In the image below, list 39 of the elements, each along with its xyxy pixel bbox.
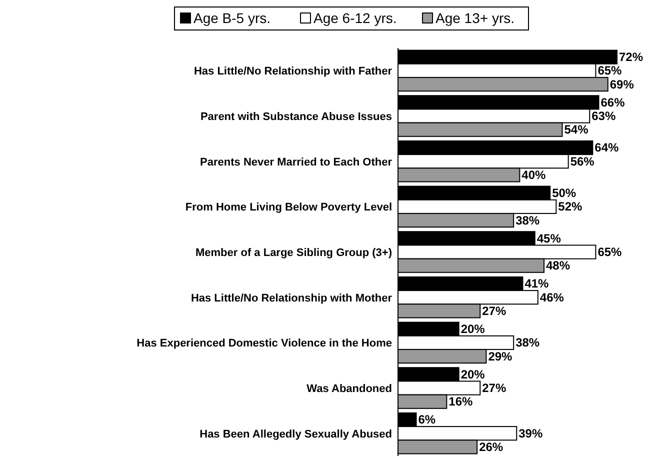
legend-label: Age 13+ yrs. — [436, 10, 514, 26]
data-label: 64% — [594, 140, 620, 155]
y-tick-label: Has Little/No Relationship with Mother — [190, 292, 393, 304]
data-label: 50% — [552, 186, 576, 200]
data-label: 38% — [516, 336, 540, 350]
data-label: 40% — [522, 168, 546, 182]
data-label: 69% — [610, 77, 634, 92]
y-tick-label: Has Been Allegedly Sexually Abused — [200, 428, 392, 440]
legend-label: Age 6-12 yrs. — [314, 10, 397, 26]
y-tick-label: Member of a Large Sibling Group (3+) — [196, 247, 392, 259]
data-label: 45% — [536, 231, 562, 246]
data-label: 27% — [482, 381, 506, 395]
y-tick-label: Was Abandoned — [306, 383, 392, 395]
legend-label: Age B-5 yrs. — [194, 10, 271, 26]
data-label: 54% — [564, 122, 589, 137]
data-label: 56% — [570, 154, 595, 168]
data-label: 16% — [448, 394, 474, 409]
data-label: 48% — [546, 258, 570, 273]
y-tick-label: Has Experienced Domestic Violence in the Home — [136, 338, 392, 350]
data-label: 65% — [598, 64, 622, 78]
data-label: 46% — [540, 290, 564, 304]
data-label: 65% — [598, 245, 622, 259]
data-label: 27% — [482, 304, 506, 318]
data-label: 39% — [518, 426, 543, 440]
data-label: 6% — [418, 412, 436, 427]
data-label: 29% — [488, 349, 513, 364]
data-label: 41% — [524, 276, 550, 291]
data-label: 20% — [460, 367, 486, 382]
data-label: 38% — [516, 213, 540, 228]
data-label: 63% — [592, 109, 616, 123]
data-label: 72% — [619, 50, 644, 64]
data-label: 52% — [558, 200, 583, 214]
y-tick-label: Has Little/No Relationship with Father — [194, 66, 393, 78]
y-tick-label: Parent with Substance Abuse Issues — [200, 111, 392, 123]
data-label: 20% — [460, 322, 486, 336]
y-tick-label: Parents Never Married to Each Other — [200, 156, 393, 168]
y-tick-label: From Home Living Below Poverty Level — [185, 202, 392, 214]
data-label: 66% — [600, 95, 626, 110]
data-label: 26% — [479, 440, 504, 454]
